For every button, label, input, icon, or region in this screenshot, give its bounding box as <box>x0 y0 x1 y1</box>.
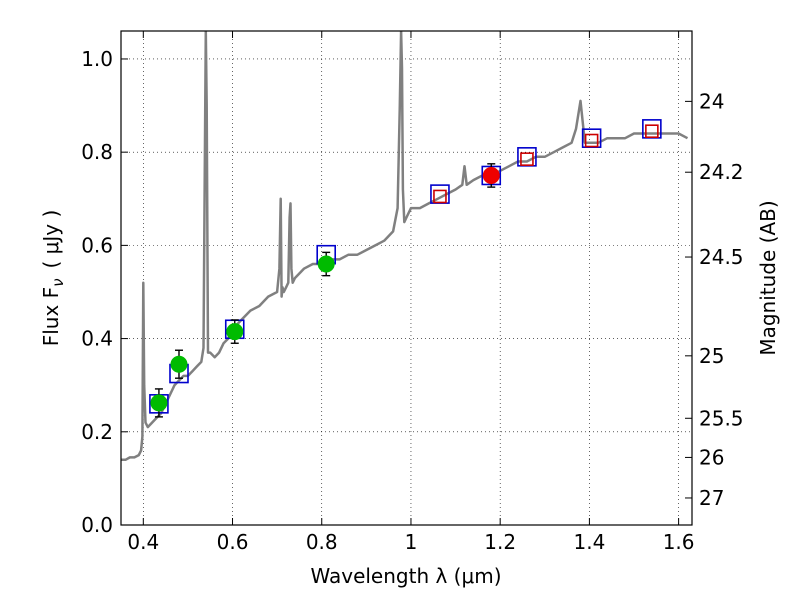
x-tick-label: 0.6 <box>217 530 249 554</box>
svg-text:Flux Fν( μJy ): Flux Fν ( μJy ) <box>39 210 67 347</box>
axis-ticks: 0.4 0.6 0.8 1 1.2 1.4 1.6 0.0 0.2 0.4 0.6 0.8 1.0 24 2… <box>81 31 744 554</box>
observed-point <box>150 394 168 412</box>
observed-point <box>170 355 188 373</box>
x-tick-label: 1.2 <box>484 530 516 554</box>
plot-frame <box>120 30 693 526</box>
x-tick-label: 1 <box>405 530 418 554</box>
observed-point <box>226 323 244 341</box>
x-tick-label: 0.4 <box>127 530 159 554</box>
plot-area <box>121 31 689 462</box>
y-axis-label-sub: ν <box>49 278 67 286</box>
right-axis-label: Magnitude (AB) <box>756 200 780 355</box>
x-tick-label: 1.6 <box>663 530 695 554</box>
y2-tick-label: 24 <box>699 89 724 113</box>
x-tick-label: 1.4 <box>573 530 605 554</box>
y-tick-label: 0.8 <box>81 140 113 164</box>
y2-tick-label: 24.5 <box>699 245 744 269</box>
y2-tick-label: 25.5 <box>699 406 744 430</box>
y2-tick-label: 26 <box>699 445 724 469</box>
y2-tick-label: 24.2 <box>699 160 744 184</box>
observed-point <box>482 166 500 184</box>
y-axis-label: Flux Fν ( μJy ) <box>39 210 67 347</box>
upper-limit-point <box>520 152 534 166</box>
y-tick-label: 0.4 <box>81 327 113 351</box>
model-spectrum-line <box>121 31 689 462</box>
y-axis-label-unit: ( μJy ) <box>39 210 63 269</box>
y2-tick-label: 25 <box>699 344 724 368</box>
y-tick-label: 0.6 <box>81 233 113 257</box>
y-tick-label: 0.0 <box>81 513 113 537</box>
y-tick-label: 0.2 <box>81 420 113 444</box>
x-axis-label: Wavelength λ (μm) <box>310 564 501 588</box>
x-tick-label: 0.8 <box>306 530 338 554</box>
upper-limit-point <box>584 133 599 148</box>
y-tick-label: 1.0 <box>81 47 113 71</box>
observed-point <box>317 255 335 273</box>
y-axis-label-main: Flux F <box>39 287 63 346</box>
y2-tick-label: 27 <box>699 486 724 510</box>
series-group <box>121 31 689 462</box>
upper-limit-point <box>645 124 659 138</box>
upper-limit-point <box>433 189 447 204</box>
